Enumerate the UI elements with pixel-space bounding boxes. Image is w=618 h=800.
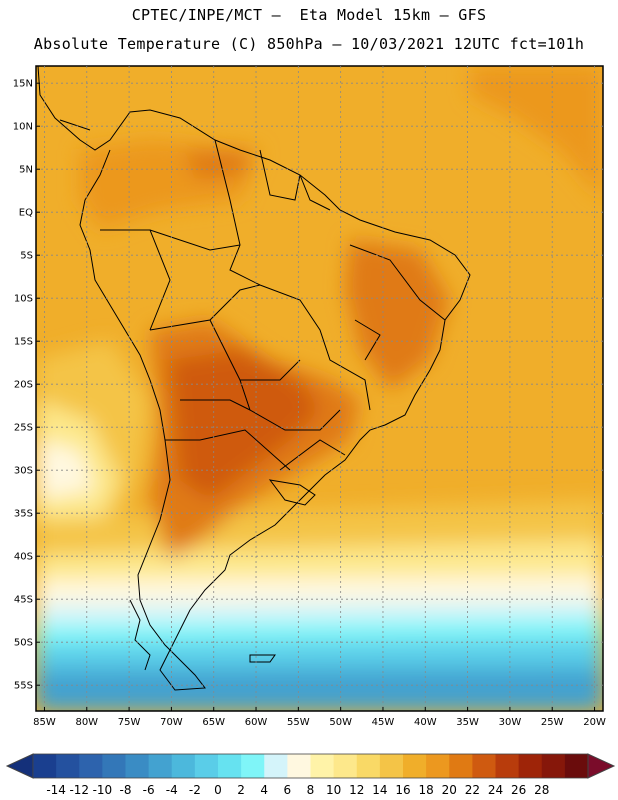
lon-label: 80W	[75, 717, 98, 728]
colorbar-swatch	[449, 754, 473, 778]
lon-label: 65W	[202, 717, 225, 728]
colorbar-label: 28	[534, 783, 549, 797]
lon-label: 55W	[287, 717, 310, 728]
lon-label: 20W	[583, 717, 606, 728]
lon-label: 25W	[541, 717, 564, 728]
map-title-line2: Absolute Temperature (C) 850hPa – 10/03/…	[33, 35, 585, 53]
lat-label: 10N	[13, 122, 33, 133]
colorbar-swatch	[56, 754, 80, 778]
colorbar-swatch	[102, 754, 126, 778]
lat-label: EQ	[19, 208, 33, 219]
lat-label: 25S	[14, 423, 33, 434]
colorbar-label: 0	[214, 783, 222, 797]
colorbar-label: 24	[488, 783, 503, 797]
colorbar-outline	[32, 753, 589, 779]
colorbar-swatch	[426, 754, 450, 778]
colorbar-swatch	[356, 754, 381, 778]
colorbar-swatch	[541, 754, 566, 778]
colorbar-label: -8	[120, 783, 132, 797]
lat-label: 15S	[14, 337, 33, 348]
lon-label: 75W	[118, 717, 141, 728]
lat-label: 55S	[14, 681, 33, 692]
latitude-labels: 15N 10N 5N EQ 5S 10S 15S 20S 25S 30S 35S 40S 45S 50S 5…	[13, 79, 40, 692]
colorbar-label: 22	[465, 783, 480, 797]
colorbar-swatch	[33, 754, 57, 778]
colorbar-swatch	[310, 754, 335, 778]
colorbar-label: 14	[372, 783, 387, 797]
colorbar-label: -4	[166, 783, 178, 797]
lon-label: 60W	[245, 717, 268, 728]
colorbar-swatch	[287, 754, 311, 778]
plot-frame	[35, 65, 604, 712]
lon-label: 35W	[456, 717, 479, 728]
lat-label: 5N	[19, 165, 33, 176]
colorbar-swatch	[148, 754, 173, 778]
colorbar-label: -2	[189, 783, 201, 797]
colorbar-swatch	[218, 754, 242, 778]
lon-label: 40W	[414, 717, 437, 728]
colorbar-label: 10	[326, 783, 341, 797]
colorbar-label: 20	[442, 783, 457, 797]
temperature-field	[36, 66, 603, 711]
colorbar-swatch	[79, 754, 103, 778]
lat-label: 35S	[14, 509, 33, 520]
colorbar-label: -12	[69, 783, 89, 797]
lon-label: 45W	[372, 717, 395, 728]
colorbar	[5, 753, 616, 779]
colorbar-label: 4	[260, 783, 268, 797]
colorbar-swatch	[379, 754, 404, 778]
colorbar-swatch	[518, 754, 543, 778]
colorbar-label: 2	[237, 783, 245, 797]
colorbar-label: -6	[143, 783, 155, 797]
colorbar-label: -10	[93, 783, 113, 797]
colorbar-swatch	[194, 754, 219, 778]
lat-label: 45S	[14, 595, 33, 606]
colorbar-label: 6	[284, 783, 292, 797]
colorbar-label: 18	[418, 783, 433, 797]
colorbar-label: -14	[46, 783, 66, 797]
colorbar-swatch	[264, 754, 288, 778]
lat-label: 20S	[14, 380, 33, 391]
colorbar-swatch	[472, 754, 496, 778]
lat-label: 15N	[13, 79, 33, 90]
lat-label: 50S	[14, 638, 33, 649]
lat-label: 5S	[20, 251, 33, 262]
longitude-labels: 85W 80W 75W 70W 65W 60W 55W 50W 45W 40W 35W 30W 25W 2…	[33, 707, 606, 728]
colorbar-swatch	[241, 754, 265, 778]
lon-label: 85W	[33, 717, 56, 728]
colorbar-label: 12	[349, 783, 364, 797]
colorbar-label: 26	[511, 783, 526, 797]
lat-label: 30S	[14, 466, 33, 477]
lon-label: 70W	[160, 717, 183, 728]
colorbar-labels: -14 -12 -10 -8 -6 -4 -2 0 2 4 6 8 10 12 14 16 18 20 22 24 26…	[46, 783, 549, 797]
colorbar-right-arrow	[587, 753, 616, 779]
colorbar-left-arrow	[5, 753, 34, 779]
colorbar-swatch	[333, 754, 358, 778]
colorbar-swatch	[403, 754, 427, 778]
colorbar-swatch	[171, 754, 196, 778]
lat-label: 40S	[14, 552, 33, 563]
colorbar-label: 8	[307, 783, 315, 797]
colorbar-swatch	[125, 754, 150, 778]
lon-label: 30W	[499, 717, 522, 728]
colorbar-label: 16	[395, 783, 410, 797]
colorbar-swatch	[564, 754, 589, 778]
lon-label: 50W	[329, 717, 352, 728]
lat-label: 10S	[14, 294, 33, 305]
coastlines	[37, 66, 471, 691]
colorbar-swatch	[495, 754, 520, 778]
map-title-line1: CPTEC/INPE/MCT – Eta Model 15km – GFS	[131, 6, 487, 24]
